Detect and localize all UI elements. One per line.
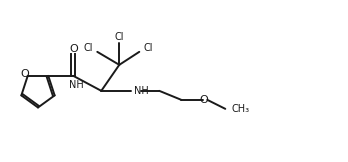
Text: Cl: Cl xyxy=(84,43,93,53)
Text: NH: NH xyxy=(69,80,83,90)
Text: Cl: Cl xyxy=(143,43,153,53)
Text: O: O xyxy=(69,44,78,54)
Text: O: O xyxy=(21,69,30,79)
Text: CH₃: CH₃ xyxy=(232,104,250,114)
Text: NH: NH xyxy=(134,86,149,96)
Text: O: O xyxy=(199,95,208,105)
Text: Cl: Cl xyxy=(114,32,124,42)
